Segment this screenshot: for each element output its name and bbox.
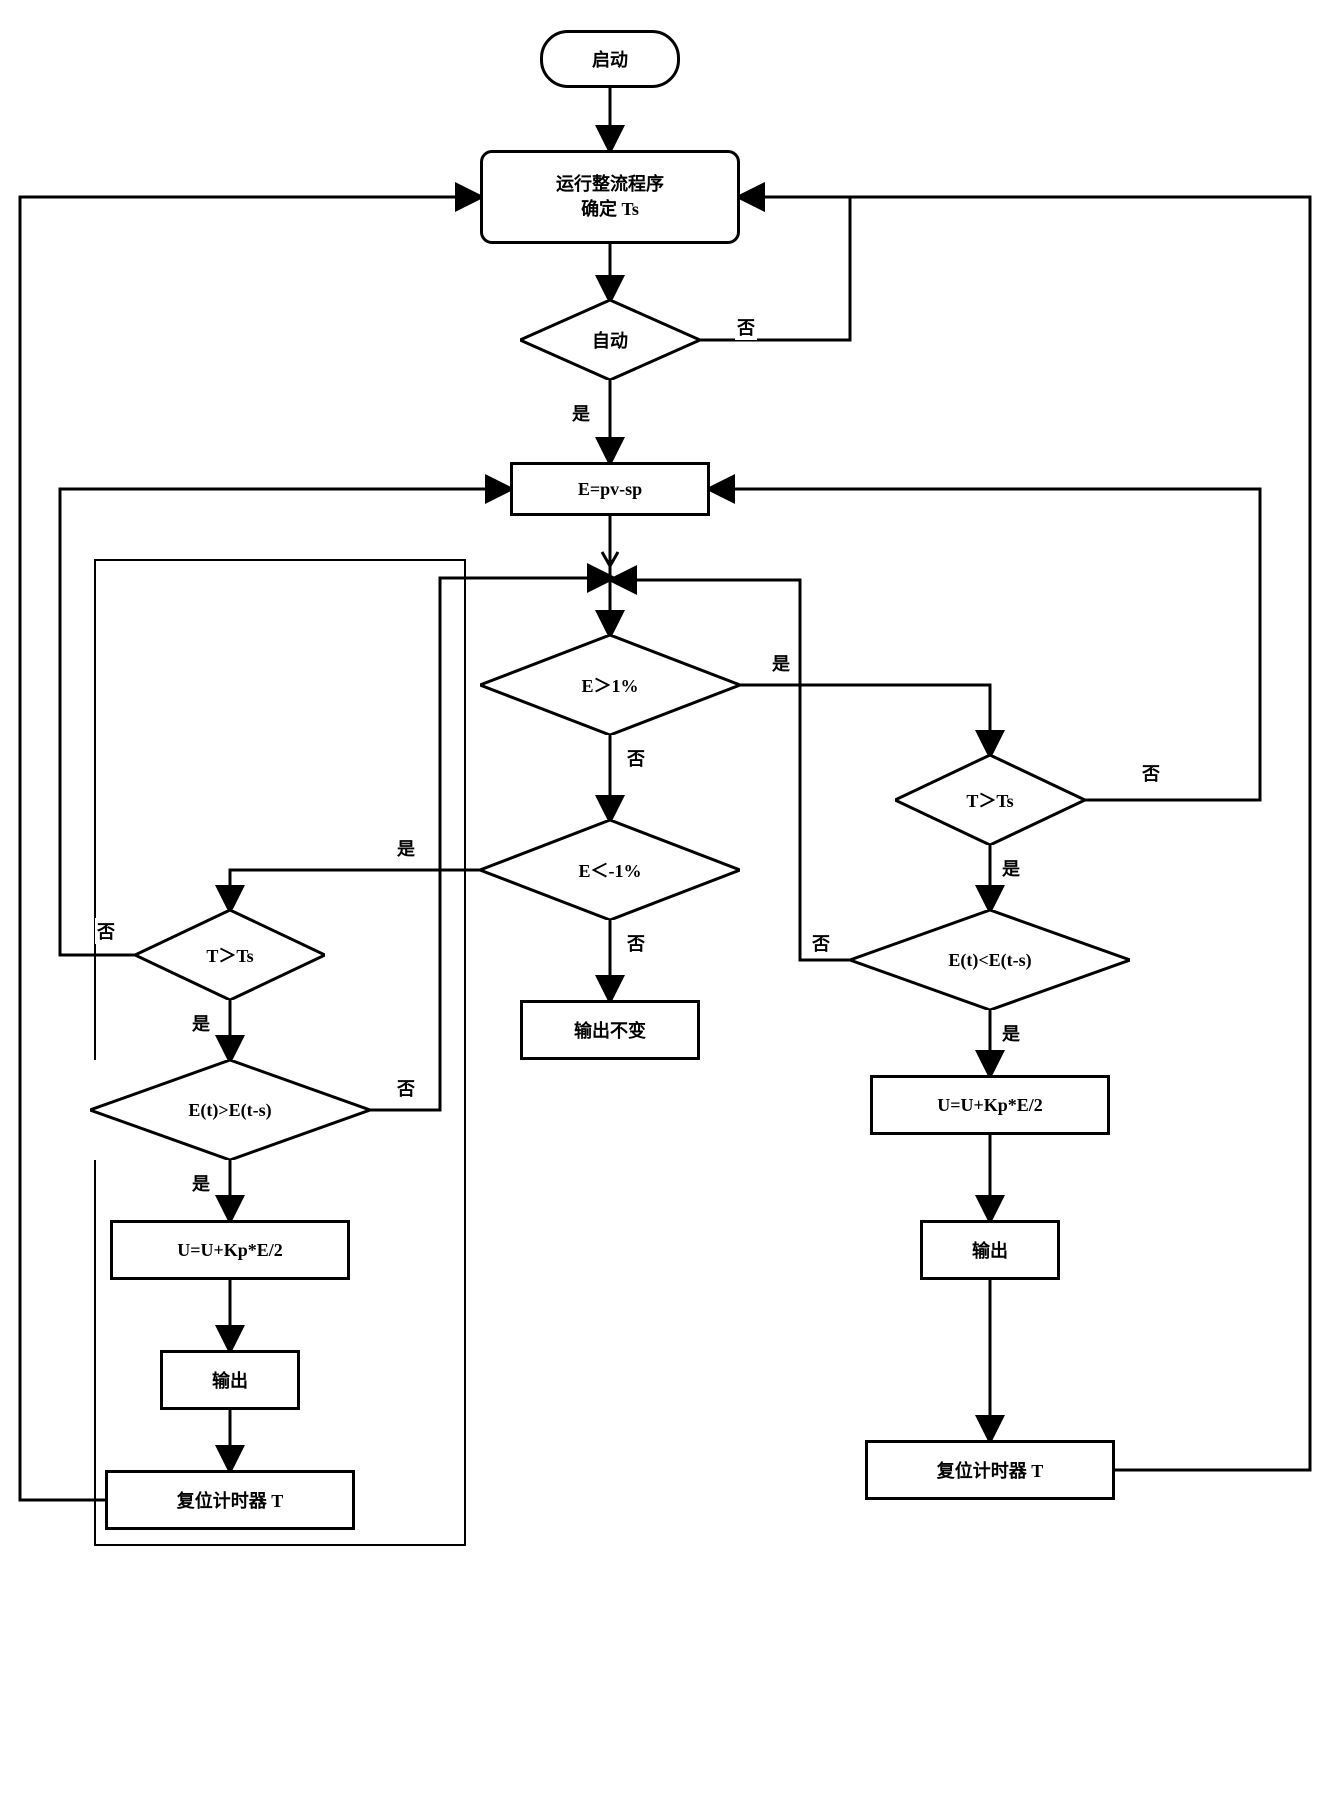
node-l-t-ts-label: T＞Ts — [206, 942, 253, 968]
label-r-etlt-no: 否 — [810, 930, 832, 956]
node-auto-label: 自动 — [592, 327, 628, 353]
node-r-et-lt-label: E(t)<E(t-s) — [948, 950, 1031, 971]
label-l-etgt-yes: 是 — [190, 1170, 212, 1196]
node-out-unchanged-label: 输出不变 — [574, 1017, 646, 1043]
node-run-ts-label-2: 确定 Ts — [556, 197, 664, 222]
node-r-out: 输出 — [920, 1220, 1060, 1280]
node-l-out-label: 输出 — [212, 1367, 248, 1393]
label-l-etgt-no: 否 — [395, 1075, 417, 1101]
node-r-out-label: 输出 — [972, 1237, 1008, 1263]
label-r-tts-yes: 是 — [1000, 855, 1022, 881]
node-auto: 自动 — [520, 300, 700, 380]
label-r-etlt-yes: 是 — [1000, 1020, 1022, 1046]
node-r-et-lt: E(t)<E(t-s) — [850, 910, 1130, 1010]
node-start-label: 启动 — [592, 46, 628, 72]
node-l-u-label: U=U+Kp*E/2 — [177, 1240, 283, 1261]
node-l-et-gt: E(t)>E(t-s) — [90, 1060, 370, 1160]
label-auto-yes: 是 — [570, 400, 592, 426]
node-r-reset: 复位计时器 T — [865, 1440, 1115, 1500]
node-e-lt-neg1-label: E＜-1% — [579, 857, 642, 883]
node-l-u: U=U+Kp*E/2 — [110, 1220, 350, 1280]
node-r-u-label: U=U+Kp*E/2 — [937, 1095, 1043, 1116]
node-r-reset-label: 复位计时器 T — [937, 1457, 1044, 1483]
label-egt1-no: 否 — [625, 745, 647, 771]
label-l-tts-yes: 是 — [190, 1010, 212, 1036]
label-eltneg1-no: 否 — [625, 930, 647, 956]
node-l-reset: 复位计时器 T — [105, 1470, 355, 1530]
node-l-et-gt-label: E(t)>E(t-s) — [188, 1100, 271, 1121]
node-e-gt1-label: E＞1% — [581, 672, 638, 698]
label-r-tts-no: 否 — [1140, 760, 1162, 786]
node-l-out: 输出 — [160, 1350, 300, 1410]
flowchart-canvas: 启动 运行整流程序 确定 Ts 自动 E=pv-sp E＞1% E＜-1% 输出… — [0, 0, 1332, 1793]
node-run-ts: 运行整流程序 确定 Ts — [480, 150, 740, 244]
node-start: 启动 — [540, 30, 680, 88]
node-l-reset-label: 复位计时器 T — [177, 1487, 284, 1513]
node-r-t-ts: T＞Ts — [895, 755, 1085, 845]
node-e-eq-label: E=pv-sp — [578, 479, 642, 500]
node-e-lt-neg1: E＜-1% — [480, 820, 740, 920]
node-r-t-ts-label: T＞Ts — [966, 787, 1013, 813]
label-l-tts-no: 否 — [95, 918, 117, 944]
node-l-t-ts: T＞Ts — [135, 910, 325, 1000]
label-egt1-yes: 是 — [770, 650, 792, 676]
node-r-u: U=U+Kp*E/2 — [870, 1075, 1110, 1135]
node-e-eq: E=pv-sp — [510, 462, 710, 516]
node-out-unchanged: 输出不变 — [520, 1000, 700, 1060]
node-run-ts-label-1: 运行整流程序 — [556, 172, 664, 197]
node-e-gt1: E＞1% — [480, 635, 740, 735]
label-auto-no: 否 — [735, 314, 757, 340]
label-eltneg1-yes: 是 — [395, 835, 417, 861]
